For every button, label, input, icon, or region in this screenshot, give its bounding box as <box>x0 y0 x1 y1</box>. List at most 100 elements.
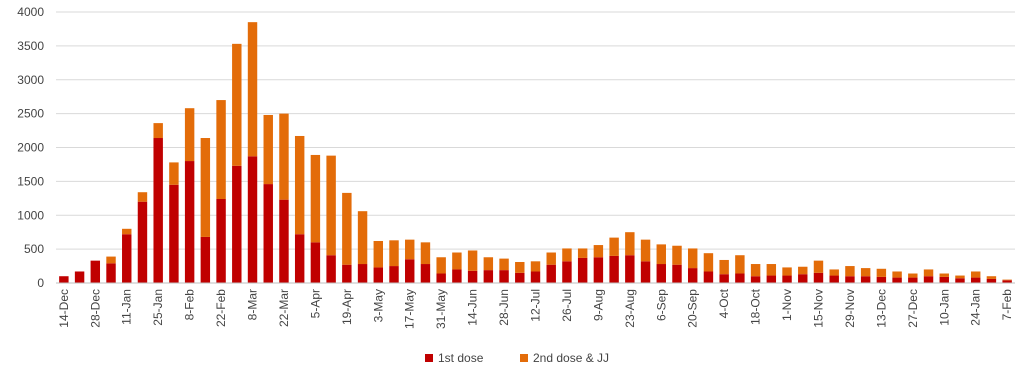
bar-1st-dose <box>106 263 116 283</box>
bar-2nd-dose-jj <box>813 260 824 273</box>
bar-2nd-dose-jj <box>986 276 997 279</box>
y-tick-label: 1500 <box>17 174 44 188</box>
bar-1st-dose <box>970 277 981 283</box>
x-tick-label: 28-Dec <box>88 289 102 328</box>
bar-2nd-dose-jj <box>640 239 651 262</box>
bar-1st-dose <box>845 276 855 283</box>
x-tick-label: 8-Feb <box>183 289 197 321</box>
bar-1st-dose <box>672 264 682 283</box>
bar-2nd-dose-jj <box>483 257 494 271</box>
bar-1st-dose <box>153 138 163 283</box>
x-tick-label: 7-Feb <box>1000 289 1014 321</box>
bar-1st-dose <box>467 270 478 283</box>
x-tick-label: 17-May <box>403 289 417 329</box>
y-tick-label: 500 <box>24 242 44 256</box>
bar-2nd-dose-jj <box>672 245 682 265</box>
bar-2nd-dose-jj <box>577 248 588 258</box>
bar-2nd-dose-jj <box>687 248 698 269</box>
x-tick-label: 27-Dec <box>906 289 920 328</box>
bar-1st-dose <box>279 199 289 283</box>
bar-2nd-dose-jj <box>625 232 635 256</box>
bar-2nd-dose-jj <box>467 250 478 271</box>
bar-2nd-dose-jj <box>719 259 729 275</box>
bar-1st-dose <box>420 264 431 283</box>
bar-2nd-dose-jj <box>546 252 556 265</box>
legend: 1st dose 2nd dose & JJ <box>425 351 609 365</box>
bar-2nd-dose-jj <box>656 244 666 265</box>
bar-2nd-dose-jj <box>782 267 792 276</box>
bar-2nd-dose-jj <box>876 268 887 277</box>
x-tick-label: 14-Jun <box>466 289 480 326</box>
bar-2nd-dose-jj <box>750 264 761 277</box>
x-tick-label: 4-Oct <box>717 288 731 318</box>
bar-1st-dose <box>515 272 525 283</box>
bar-1st-dose <box>373 267 384 283</box>
bar-2nd-dose-jj <box>373 240 384 268</box>
bar-2nd-dose-jj <box>389 240 399 267</box>
bar-2nd-dose-jj <box>892 271 902 278</box>
bar-2nd-dose-jj <box>279 113 289 200</box>
bar-2nd-dose-jj <box>1002 279 1012 281</box>
bar-2nd-dose-jj <box>530 261 541 272</box>
bar-1st-dose <box>74 271 85 283</box>
bar-1st-dose <box>986 278 997 283</box>
bar-1st-dose <box>703 271 714 283</box>
bar-2nd-dose-jj <box>703 253 714 272</box>
bar-2nd-dose-jj <box>122 228 132 235</box>
bar-1st-dose <box>137 201 148 283</box>
x-tick-label: 10-Jan <box>937 289 951 326</box>
bar-1st-dose <box>263 184 273 283</box>
bar-2nd-dose-jj <box>247 22 258 157</box>
bar-1st-dose <box>216 198 226 283</box>
x-tick-label: 24-Jan <box>969 289 983 326</box>
bar-1st-dose <box>562 261 572 283</box>
bar-2nd-dose-jj <box>420 242 431 265</box>
bar-2nd-dose-jj <box>452 252 462 270</box>
bar-1st-dose <box>640 261 651 283</box>
bar-2nd-dose-jj <box>735 255 745 274</box>
x-tick-label: 3-May <box>371 289 385 322</box>
x-tick-label: 11-Jan <box>120 289 134 325</box>
bars <box>59 22 1012 283</box>
legend-label: 2nd dose & JJ <box>533 351 609 365</box>
bar-2nd-dose-jj <box>263 114 273 185</box>
bar-2nd-dose-jj <box>169 162 179 185</box>
x-tick-label: 8-Mar <box>246 289 260 320</box>
bar-1st-dose <box>184 161 195 283</box>
x-tick-label: 22-Mar <box>277 289 291 327</box>
x-tick-label: 31-May <box>434 289 448 329</box>
y-tick-label: 1000 <box>17 208 44 222</box>
bar-2nd-dose-jj <box>609 237 619 256</box>
y-tick-label: 4000 <box>17 5 44 19</box>
bar-1st-dose <box>169 184 179 283</box>
y-tick-label: 3500 <box>17 39 44 53</box>
bar-2nd-dose-jj <box>955 275 965 279</box>
legend-label: 1st dose <box>438 351 484 365</box>
bar-1st-dose <box>860 276 871 283</box>
bar-2nd-dose-jj <box>562 248 572 262</box>
bar-1st-dose <box>90 260 101 283</box>
bar-1st-dose <box>200 236 211 283</box>
bar-1st-dose <box>530 271 541 283</box>
bar-2nd-dose-jj <box>184 108 195 162</box>
bar-2nd-dose-jj <box>970 271 981 278</box>
bar-1st-dose <box>939 276 949 283</box>
bar-2nd-dose-jj <box>294 135 305 235</box>
bar-1st-dose <box>342 264 352 283</box>
bar-2nd-dose-jj <box>593 245 604 258</box>
bar-1st-dose <box>577 257 588 283</box>
bar-1st-dose <box>1002 280 1012 283</box>
x-tick-label: 20-Sep <box>686 289 700 328</box>
x-tick-label: 12-Jul <box>529 289 543 322</box>
x-tick-label: 15-Nov <box>811 289 825 328</box>
bar-1st-dose <box>892 277 902 283</box>
bar-1st-dose <box>876 276 887 283</box>
bar-1st-dose <box>829 275 839 283</box>
y-tick-label: 2000 <box>17 141 44 155</box>
bar-1st-dose <box>908 277 918 283</box>
bar-2nd-dose-jj <box>200 138 211 237</box>
bar-1st-dose <box>609 255 619 283</box>
bar-2nd-dose-jj <box>829 269 839 276</box>
bar-2nd-dose-jj <box>357 211 368 265</box>
